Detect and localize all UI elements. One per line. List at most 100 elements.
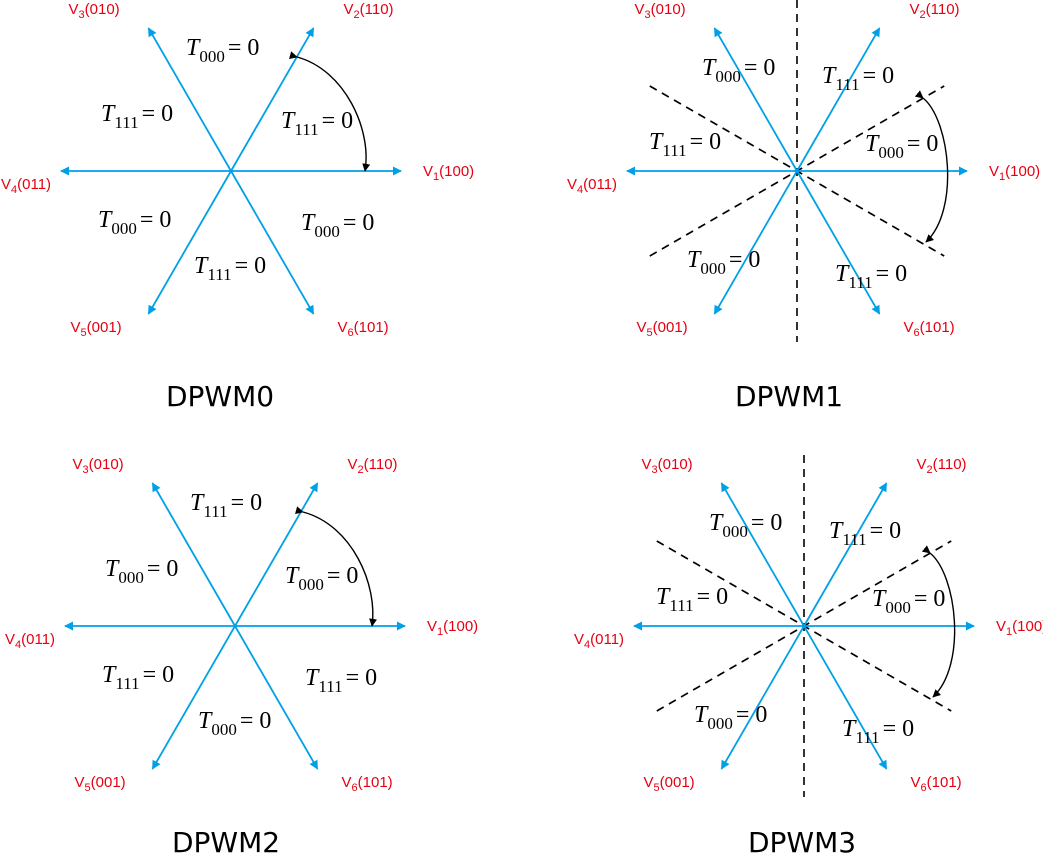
vector-subscript: 3 <box>79 9 85 21</box>
term-subscript: 000 <box>700 259 726 278</box>
vector-letter: V <box>73 456 83 473</box>
vector-letter: V <box>642 456 652 473</box>
vector-code: (100) <box>443 618 478 635</box>
diagram-dpwm1: V1(100)V2(110)V3(010)V4(011)V5(001) V6(10… <box>567 0 1040 413</box>
sector-label-4: T111 = 0 <box>842 716 914 747</box>
vector-label-v5: V5(001) <box>637 319 688 339</box>
vector-arrow-v3 <box>720 482 805 627</box>
rotation-arc-arrow <box>921 545 956 698</box>
vector-subscript: 2 <box>358 464 364 476</box>
vector-subscript: 6 <box>352 782 358 794</box>
term-letter: T <box>186 35 201 61</box>
term-subscript: 000 <box>707 714 733 733</box>
diagram-title: DPWM1 <box>735 380 843 413</box>
sector-label-2: T111 = 0 <box>281 108 353 139</box>
sector-label-2: T111 = 0 <box>822 63 894 94</box>
sector-label-1: T000 = 0 <box>702 55 775 86</box>
term-letter: T <box>865 131 880 157</box>
term-letter: T <box>709 510 724 536</box>
vector-subscript: 6 <box>914 327 920 339</box>
vector-label-v2: V2(110) <box>344 1 394 21</box>
diagram-title: DPWM2 <box>172 826 280 859</box>
term-letter: T <box>842 716 857 742</box>
vector-arrow-v5 <box>713 170 798 315</box>
vector-arrow-v3 <box>147 27 232 172</box>
term-letter: T <box>305 665 320 691</box>
vector-letter: V <box>574 631 584 648</box>
sector-label-4: T111 = 0 <box>835 261 907 292</box>
vector-subscript: 3 <box>652 464 658 476</box>
vector-subscript: 1 <box>437 626 443 638</box>
vector-letter: V <box>996 618 1006 635</box>
vector-letter: V <box>910 1 920 18</box>
term-letter: T <box>702 55 717 81</box>
term-subscript: 111 <box>294 120 318 139</box>
sector-label-6: T111 = 0 <box>649 129 721 160</box>
sector-label-5: T000 = 0 <box>694 702 767 733</box>
sector-label-4: T111 = 0 <box>194 253 266 284</box>
term-equals: = 0 <box>343 210 375 236</box>
sector-label-4: T000 = 0 <box>198 708 271 739</box>
term-equals: = 0 <box>143 662 175 688</box>
vector-arrow-v2 <box>796 27 881 172</box>
term-equals: = 0 <box>863 63 895 89</box>
term-equals: = 0 <box>240 708 272 734</box>
vector-arrow-v6 <box>230 170 315 315</box>
term-letter: T <box>872 586 887 612</box>
vector-code: (001) <box>87 319 122 336</box>
term-letter: T <box>829 518 844 544</box>
vector-label-v2: V2(110) <box>348 456 398 476</box>
term-equals: = 0 <box>142 101 174 127</box>
vector-label-v4: V4(011) <box>574 631 624 651</box>
vector-code: (001) <box>660 774 695 791</box>
vector-label-v1: V1(100) <box>989 163 1040 183</box>
voltage-vectors: V1(100)V2(110)V3(010)V4(011)V5(001)V6(10… <box>574 456 1043 794</box>
vector-subscript: 3 <box>645 9 651 21</box>
term-equals: = 0 <box>876 261 908 287</box>
vector-arrow-v6 <box>796 170 881 315</box>
term-letter: T <box>822 63 837 89</box>
term-equals: = 0 <box>231 490 263 516</box>
vector-label-v1: V1(100) <box>996 618 1043 638</box>
vector-label-v3: V3(010) <box>642 456 693 476</box>
term-subscript: 111 <box>207 265 231 284</box>
sector-label-1: T000 = 0 <box>186 35 259 66</box>
vector-code: (001) <box>91 774 126 791</box>
term-subscript: 000 <box>722 522 748 541</box>
term-equals: = 0 <box>729 247 761 273</box>
term-equals: = 0 <box>751 510 783 536</box>
term-letter: T <box>98 207 113 233</box>
term-subscript: 000 <box>199 47 225 66</box>
vector-label-v1: V1(100) <box>423 163 474 183</box>
term-equals: = 0 <box>870 518 902 544</box>
sector-label-6: T000 = 0 <box>105 556 178 587</box>
vector-letter: V <box>5 631 15 648</box>
diagram-dpwm0: V1(100)V2(110)V3(010)V4(011)V5(001) V6(10… <box>1 1 474 413</box>
term-equals: = 0 <box>228 35 260 61</box>
vector-letter: V <box>348 456 358 473</box>
vector-label-v2: V2(110) <box>917 456 967 476</box>
term-letter: T <box>687 247 702 273</box>
sector-label-5: T111 = 0 <box>102 662 174 693</box>
term-letter: T <box>649 129 664 155</box>
term-equals: = 0 <box>140 207 172 233</box>
vector-subscript: 3 <box>83 464 89 476</box>
vector-subscript: 1 <box>433 171 439 183</box>
sector-label-6: T111 = 0 <box>101 101 173 132</box>
term-subscript: 111 <box>115 674 139 693</box>
vector-subscript: 6 <box>921 782 927 794</box>
vector-letter: V <box>637 319 647 336</box>
term-subscript: 000 <box>211 720 237 739</box>
vector-code: (010) <box>89 456 124 473</box>
vector-subscript: 1 <box>1006 626 1012 638</box>
vector-code: (101) <box>927 774 962 791</box>
vector-code: (010) <box>658 456 693 473</box>
vector-code: (100) <box>1012 618 1043 635</box>
vector-letter: V <box>1 176 11 193</box>
term-letter: T <box>102 662 117 688</box>
vector-arrow-v3 <box>151 482 236 627</box>
term-equals: = 0 <box>883 716 915 742</box>
term-subscript: 111 <box>842 530 866 549</box>
term-subscript: 111 <box>203 502 227 521</box>
